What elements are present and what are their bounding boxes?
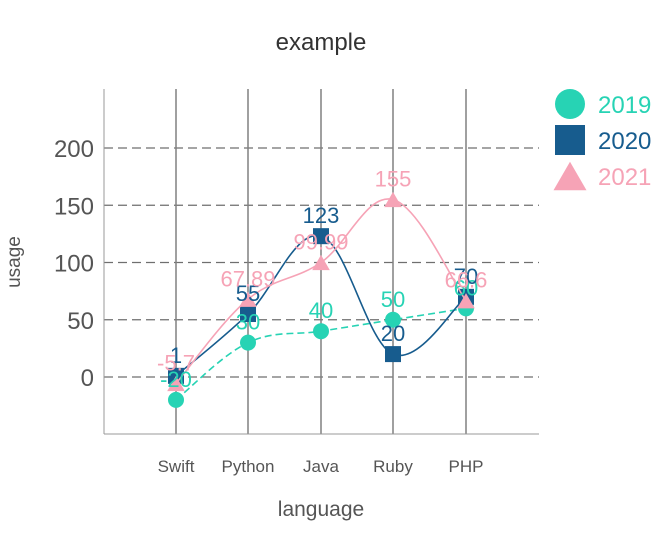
data-label: 67.89 <box>220 266 275 291</box>
data-point <box>239 291 257 307</box>
data-point <box>384 191 402 208</box>
y-tick-label: 150 <box>54 193 94 220</box>
data-point <box>457 293 475 309</box>
data-label: 70 <box>454 264 478 289</box>
axes <box>103 89 539 435</box>
data-point <box>313 228 329 245</box>
data-point <box>313 323 329 340</box>
x-axis-title: language <box>278 498 364 521</box>
x-tick-label: Swift <box>158 457 195 476</box>
data-label: 50 <box>381 287 405 312</box>
legend-item-2019: 2019 <box>555 89 651 119</box>
legend-label: 2019 <box>598 92 651 119</box>
data-label: 66.6 <box>445 268 488 293</box>
data-point <box>240 334 256 351</box>
data-point <box>312 254 330 271</box>
legend-marker <box>555 89 585 119</box>
data-label: 55 <box>236 281 260 306</box>
data-label: -5.7 <box>157 351 195 376</box>
data-label: -20 <box>160 367 192 392</box>
y-tick-label: 50 <box>67 308 94 335</box>
data-label: 60 <box>454 275 478 300</box>
data-point <box>167 375 185 392</box>
x-tick-label: Ruby <box>373 457 413 476</box>
chart-title: example <box>276 29 367 56</box>
data-label: 20 <box>381 321 405 346</box>
data-label: 123 <box>303 203 340 228</box>
series-2021 <box>167 191 475 392</box>
legend-label: 2021 <box>598 164 651 191</box>
x-tick-label: Java <box>303 457 339 476</box>
data-label: 1 <box>170 343 182 368</box>
series <box>167 191 475 408</box>
data-label: 40 <box>309 298 333 323</box>
legend-marker <box>555 125 585 155</box>
y-axis-title: usage <box>4 236 25 288</box>
legend-marker <box>553 161 587 191</box>
data-point <box>385 311 401 328</box>
legend-item-2020: 2020 <box>555 125 651 155</box>
data-point <box>168 391 184 408</box>
y-tick-label: 0 <box>81 365 94 392</box>
legend-label: 2020 <box>598 128 651 155</box>
legend: 2019 2020 2021 <box>553 89 651 191</box>
y-tick-label: 100 <box>54 251 94 278</box>
data-label: 30 <box>236 310 260 335</box>
legend-item-2021: 2021 <box>553 161 651 191</box>
grid <box>104 89 539 434</box>
data-label: 99.99 <box>293 230 348 255</box>
data-label: 155 <box>375 167 412 192</box>
data-point <box>385 346 401 363</box>
x-tick-label: PHP <box>449 457 484 476</box>
y-tick-label: 200 <box>54 136 94 163</box>
data-point <box>240 306 256 323</box>
x-tick-label: Python <box>222 457 275 476</box>
